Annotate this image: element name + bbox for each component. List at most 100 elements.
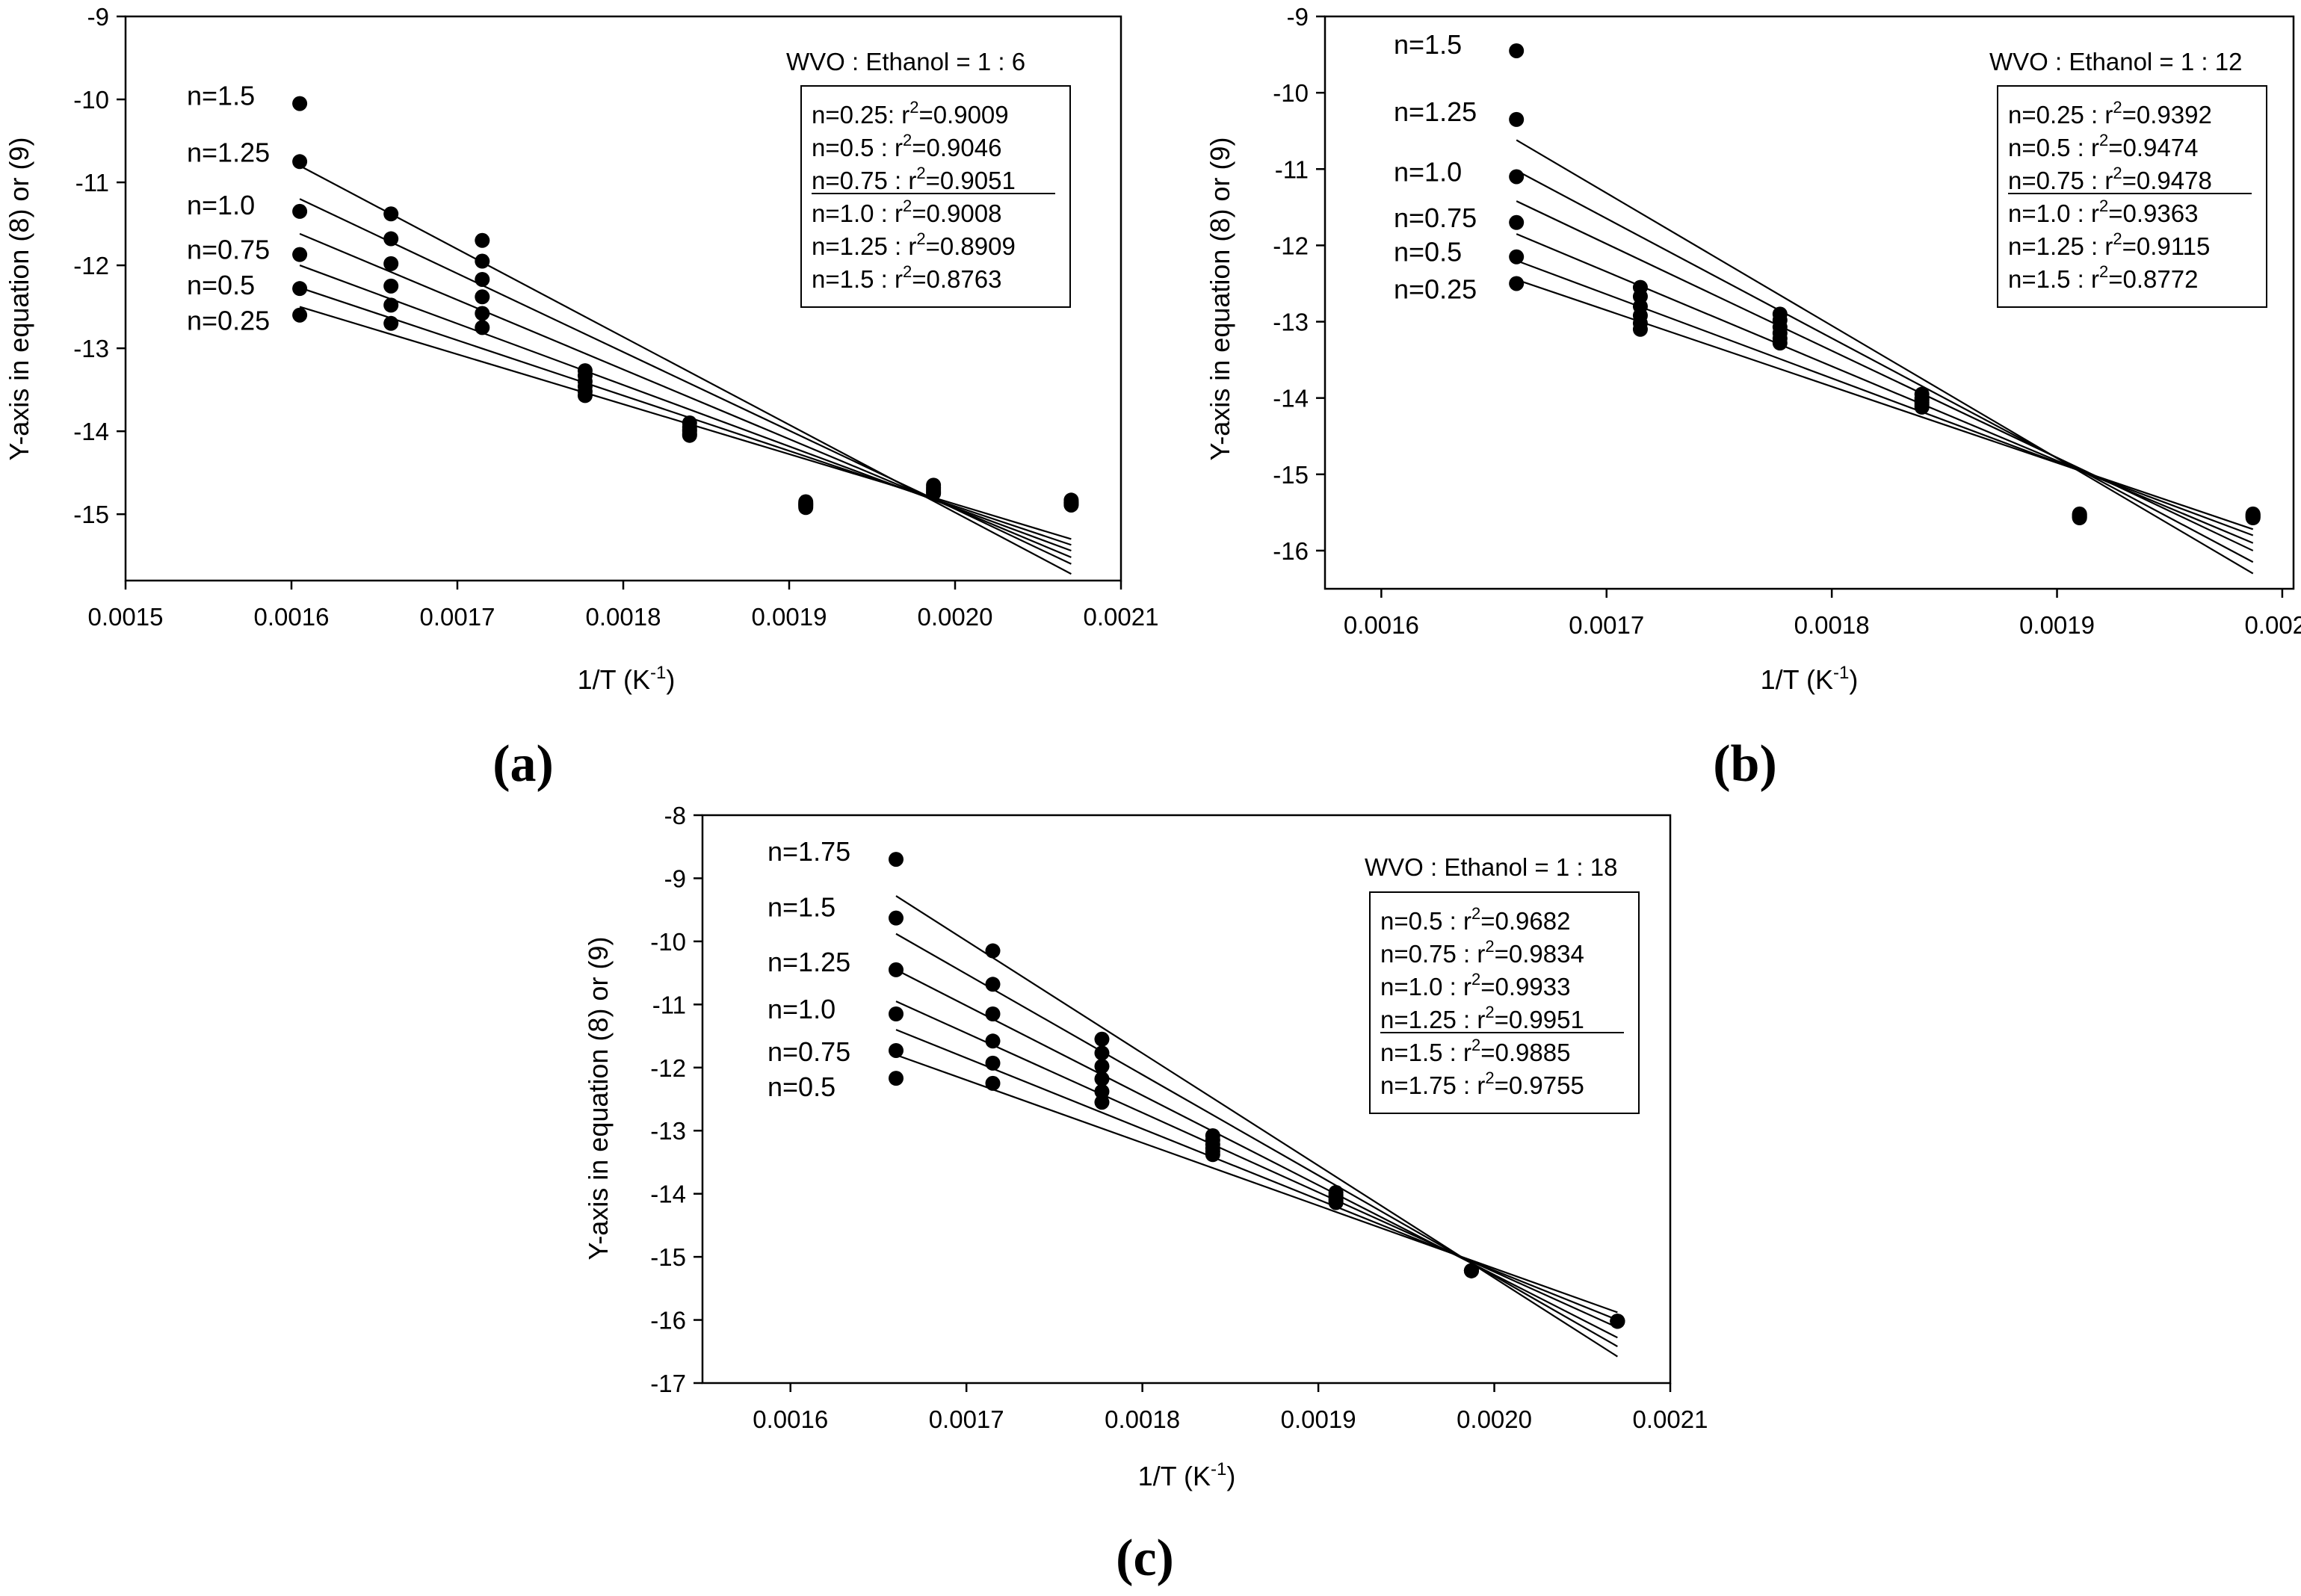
fit-line xyxy=(1516,170,2254,563)
series-label: n=0.75 xyxy=(767,1036,850,1067)
y-tick-label: -9 xyxy=(1287,3,1309,31)
y-tick-label: -16 xyxy=(1273,537,1309,565)
panel-letter-b: (b) xyxy=(1713,735,1777,793)
series-label: n=1.25 xyxy=(767,947,850,977)
y-ticks: -8 -9 -10 -11 -12 -13 -14 -15 -16 -17 xyxy=(650,802,702,1397)
y-tick-label: -15 xyxy=(73,501,109,528)
legend-box xyxy=(1997,85,2267,308)
series-label: n=1.0 xyxy=(187,190,255,220)
x-ticks: 0.0015 0.0016 0.0017 0.0018 0.0019 0.0020 0.00… xyxy=(88,581,1159,631)
y-tick-label: -13 xyxy=(1273,309,1309,336)
legend-entry: n=0.75 : r2=0.9478 xyxy=(2008,164,2212,194)
x-axis-label: 1/T (K-1) xyxy=(578,663,676,695)
x-tick-label: 0.0017 xyxy=(929,1405,1004,1433)
x-tick-label: 0.0016 xyxy=(753,1405,828,1433)
legend-entry: n=0.75 : r2=0.9051 xyxy=(812,164,1016,194)
y-tick-label: -13 xyxy=(73,335,109,362)
x-tick-label: 0.0021 xyxy=(1633,1405,1708,1433)
legend-entry: n=1.25 : r2=0.9115 xyxy=(2008,229,2210,260)
x-tick-label: 0.0019 xyxy=(1281,1405,1356,1433)
legend-entry: n=0.75 : r2=0.9834 xyxy=(1380,937,1584,968)
x-tick-label: 0.0018 xyxy=(586,603,661,631)
data-point xyxy=(889,1006,904,1021)
x-tick-label: 0.0021 xyxy=(1084,603,1159,631)
legend-entry: n=1.5 : r2=0.9885 xyxy=(1380,1036,1570,1066)
x-tick-label: 0.0017 xyxy=(1569,611,1644,639)
series-label: n=1.25 xyxy=(187,137,270,167)
series-label: n=1.25 xyxy=(1394,96,1477,127)
y-tick-label: -11 xyxy=(75,169,109,197)
legend-title: WVO : Ethanol = 1 : 18 xyxy=(1365,853,1617,881)
data-point xyxy=(682,427,697,443)
y-ticks: -9 -10 -11 -12 -13 -14 -15 -16 xyxy=(1273,3,1325,565)
data-point xyxy=(985,1006,1001,1021)
x-tick-label: 0.0016 xyxy=(1344,611,1419,639)
data-point xyxy=(292,96,308,111)
data-point xyxy=(1463,1263,1479,1278)
data-point xyxy=(1509,169,1525,185)
series-labels: n=1.75 n=1.5 n=1.25 n=1.0 n=0.75 n=0.5 xyxy=(767,836,850,1102)
series-label: n=0.75 xyxy=(1394,202,1477,233)
data-point xyxy=(292,154,308,170)
data-point xyxy=(475,320,490,335)
panel-letter-a: (a) xyxy=(492,735,554,793)
x-ticks: 0.0016 0.0017 0.0018 0.0019 0.0020 0.0021 xyxy=(753,1383,1708,1433)
legend-entry: n=0.5 : r2=0.9046 xyxy=(812,131,1001,161)
data-point xyxy=(889,910,904,926)
legend-entry: n=1.25 : r2=0.9951 xyxy=(1380,1003,1584,1033)
chart-panel-a: 0.0015 0.0016 0.0017 0.0018 0.0019 0.0020 0.00… xyxy=(4,3,1158,695)
series-label: n=1.0 xyxy=(767,994,836,1024)
x-tick-label: 0.0018 xyxy=(1794,611,1870,639)
data-point xyxy=(926,486,942,501)
legend-entry: n=0.25: r2=0.9009 xyxy=(812,98,1009,129)
y-tick-label: -10 xyxy=(1273,79,1309,107)
data-point xyxy=(889,1071,904,1086)
data-point xyxy=(985,943,1001,959)
fit-line xyxy=(299,164,1072,575)
data-point xyxy=(475,271,490,287)
fit-line xyxy=(895,968,1618,1339)
y-tick-label: -14 xyxy=(1273,385,1309,412)
data-point xyxy=(1094,1059,1110,1074)
legend-title: WVO : Ethanol = 1 : 6 xyxy=(786,48,1025,75)
x-axis-label: 1/T (K-1) xyxy=(1138,1459,1236,1491)
y-tick-label: -15 xyxy=(650,1243,686,1271)
y-tick-label: -8 xyxy=(664,802,686,829)
data-points xyxy=(889,852,1625,1329)
x-tick-label: 0.0018 xyxy=(1105,1405,1180,1433)
data-point xyxy=(1328,1195,1344,1210)
chart-panel-c: 0.0016 0.0017 0.0018 0.0019 0.0020 0.0021 -8-… xyxy=(583,802,1708,1491)
data-point xyxy=(1094,1045,1110,1061)
fit-line xyxy=(299,287,1072,546)
data-point xyxy=(1205,1147,1220,1163)
x-axis-label: 1/T (K-1) xyxy=(1761,663,1859,695)
data-point xyxy=(383,231,399,247)
data-point xyxy=(2072,510,2087,526)
data-point xyxy=(383,206,399,222)
series-labels: n=1.5 n=1.25 n=1.0 n=0.75 n=0.5 n=0.25 xyxy=(187,81,270,336)
y-axis-label: Y-axis in equation (8) or (9) xyxy=(583,937,614,1261)
data-point xyxy=(292,281,308,297)
data-point xyxy=(383,256,399,271)
x-ticks: 0.0016 0.0017 0.0018 0.0019 0.0020 xyxy=(1344,589,2301,639)
fit-line xyxy=(1516,279,2254,531)
fit-lines xyxy=(895,895,1618,1358)
legend-entry: n=1.25 : r2=0.8909 xyxy=(812,229,1016,260)
y-tick-label: -12 xyxy=(650,1054,686,1082)
fit-line xyxy=(895,895,1618,1358)
data-point xyxy=(889,962,904,977)
y-tick-label: -17 xyxy=(650,1370,686,1397)
data-point xyxy=(1509,43,1525,58)
data-point xyxy=(475,289,490,305)
data-point xyxy=(2245,510,2261,526)
series-label: n=1.75 xyxy=(767,836,850,867)
series-label: n=0.75 xyxy=(187,235,270,265)
data-point xyxy=(383,315,399,331)
data-point xyxy=(577,388,593,403)
y-tick-label: -12 xyxy=(73,252,109,279)
series-label: n=0.5 xyxy=(767,1071,836,1102)
fit-line xyxy=(895,1054,1618,1314)
series-label: n=1.5 xyxy=(187,81,255,111)
